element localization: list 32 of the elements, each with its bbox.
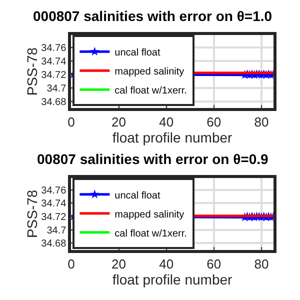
y-axis-title: PSS-78 (24, 47, 40, 96)
x-axis-title: float profile number (112, 272, 233, 288)
x-tick-label: 0 (68, 256, 75, 272)
x-tick-label: 80 (254, 114, 269, 130)
x-tick-label: 20 (112, 114, 126, 130)
y-tick-label: 34.7 (46, 225, 67, 236)
x-tick-label: 80 (254, 256, 269, 272)
x-tick-label: 40 (159, 114, 174, 130)
y-tick-label: 34.68 (41, 96, 67, 108)
y-tick-label: 34.72 (41, 212, 67, 224)
y-tick-label: 34.68 (41, 238, 67, 250)
x-tick-label: 0 (68, 114, 75, 130)
y-tick-label: 34.76 (41, 185, 67, 196)
legend-label: uncal float (114, 48, 160, 58)
y-tick-label: 34.76 (41, 42, 67, 54)
y-axis-title: PSS-78 (24, 190, 40, 238)
chart-title: 00807 salinities with error on θ=0.9 (37, 151, 268, 167)
legend-label: uncal float (114, 190, 160, 202)
legend-label: mapped salinity (114, 66, 184, 78)
y-tick-label: 34.74 (41, 198, 67, 210)
x-axis-title: float profile number (112, 130, 233, 146)
legend-label: mapped salinity (114, 209, 184, 220)
legend-label: cal float w/1xerr. (114, 228, 187, 240)
legend-label: cal float w/1xerr. (114, 86, 187, 96)
x-tick-label: 60 (206, 256, 222, 272)
y-tick-label: 34.7 (46, 83, 67, 94)
y-tick-label: 34.74 (41, 56, 67, 68)
x-tick-label: 20 (112, 256, 126, 272)
chart-title: 000807 salinities with error on θ=1.0 (33, 8, 272, 24)
y-tick-label: 34.72 (41, 70, 67, 81)
x-tick-label: 40 (159, 256, 174, 272)
x-tick-label: 60 (206, 114, 222, 130)
